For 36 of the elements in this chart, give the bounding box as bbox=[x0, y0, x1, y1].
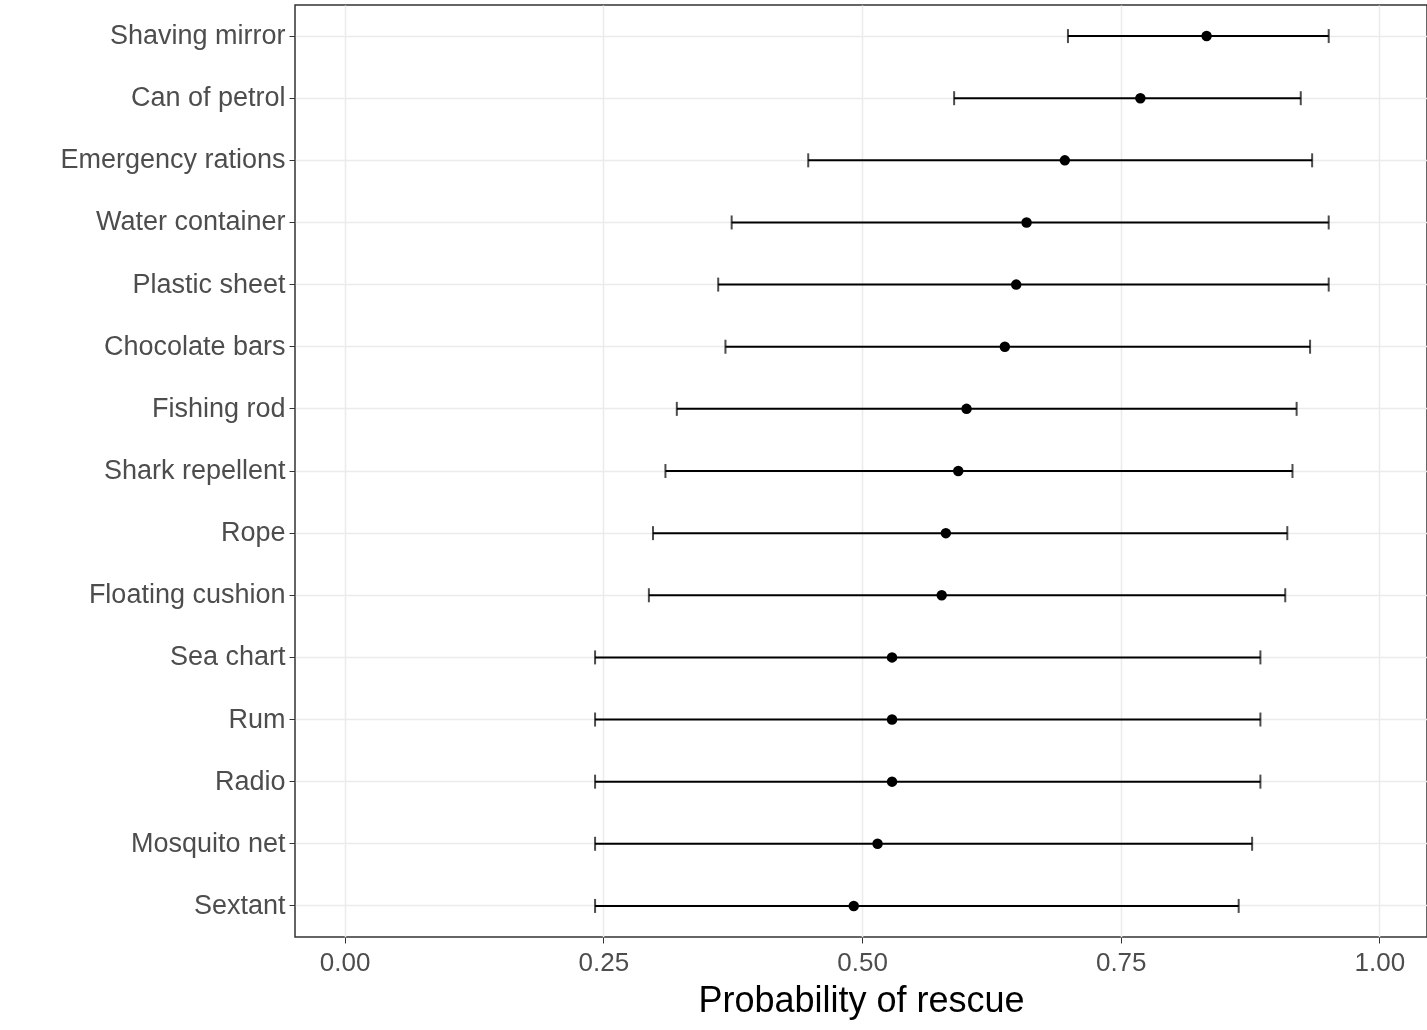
y-tick-label: Rope bbox=[220, 517, 286, 548]
point bbox=[848, 900, 859, 912]
point bbox=[872, 838, 883, 850]
y-tick-label: Emergency rations bbox=[60, 144, 286, 175]
point bbox=[940, 527, 952, 539]
point bbox=[1135, 92, 1146, 104]
x-tick-label: 0.25 bbox=[578, 946, 630, 977]
y-tick-label: Rum bbox=[228, 703, 286, 734]
y-tick-label: Chocolate bars bbox=[103, 330, 286, 361]
y-tick-label: Can of petrol bbox=[130, 82, 286, 113]
x-axis-title: Probability of rescue bbox=[698, 978, 1025, 1020]
point bbox=[961, 403, 972, 415]
point bbox=[936, 590, 947, 601]
point bbox=[999, 341, 1011, 352]
y-tick-label: Plastic sheet bbox=[132, 268, 286, 299]
x-tick-label: 0.75 bbox=[1095, 946, 1147, 977]
point bbox=[1010, 279, 1022, 290]
y-tick-label: Mosquito net bbox=[130, 827, 286, 858]
x-tick-label: 0.50 bbox=[837, 946, 888, 977]
y-tick-label: Water container bbox=[95, 206, 286, 237]
x-tick-label: 0.00 bbox=[319, 946, 371, 977]
point bbox=[886, 714, 898, 725]
point bbox=[886, 652, 898, 663]
y-tick-label: Shark repellent bbox=[103, 455, 286, 485]
y-tick-label: Sea chart bbox=[169, 641, 286, 672]
point bbox=[886, 776, 898, 787]
y-tick-label: Radio bbox=[214, 765, 286, 796]
point bbox=[953, 465, 964, 477]
y-tick-label: Floating cushion bbox=[88, 579, 286, 610]
point bbox=[1021, 217, 1032, 228]
x-tick-label: 1.00 bbox=[1354, 946, 1406, 977]
y-tick-label: Sextant bbox=[193, 889, 286, 920]
y-tick-label: Shaving mirror bbox=[109, 20, 286, 51]
point bbox=[1059, 155, 1071, 166]
point bbox=[1201, 30, 1212, 42]
y-tick-label: Fishing rod bbox=[151, 392, 286, 423]
